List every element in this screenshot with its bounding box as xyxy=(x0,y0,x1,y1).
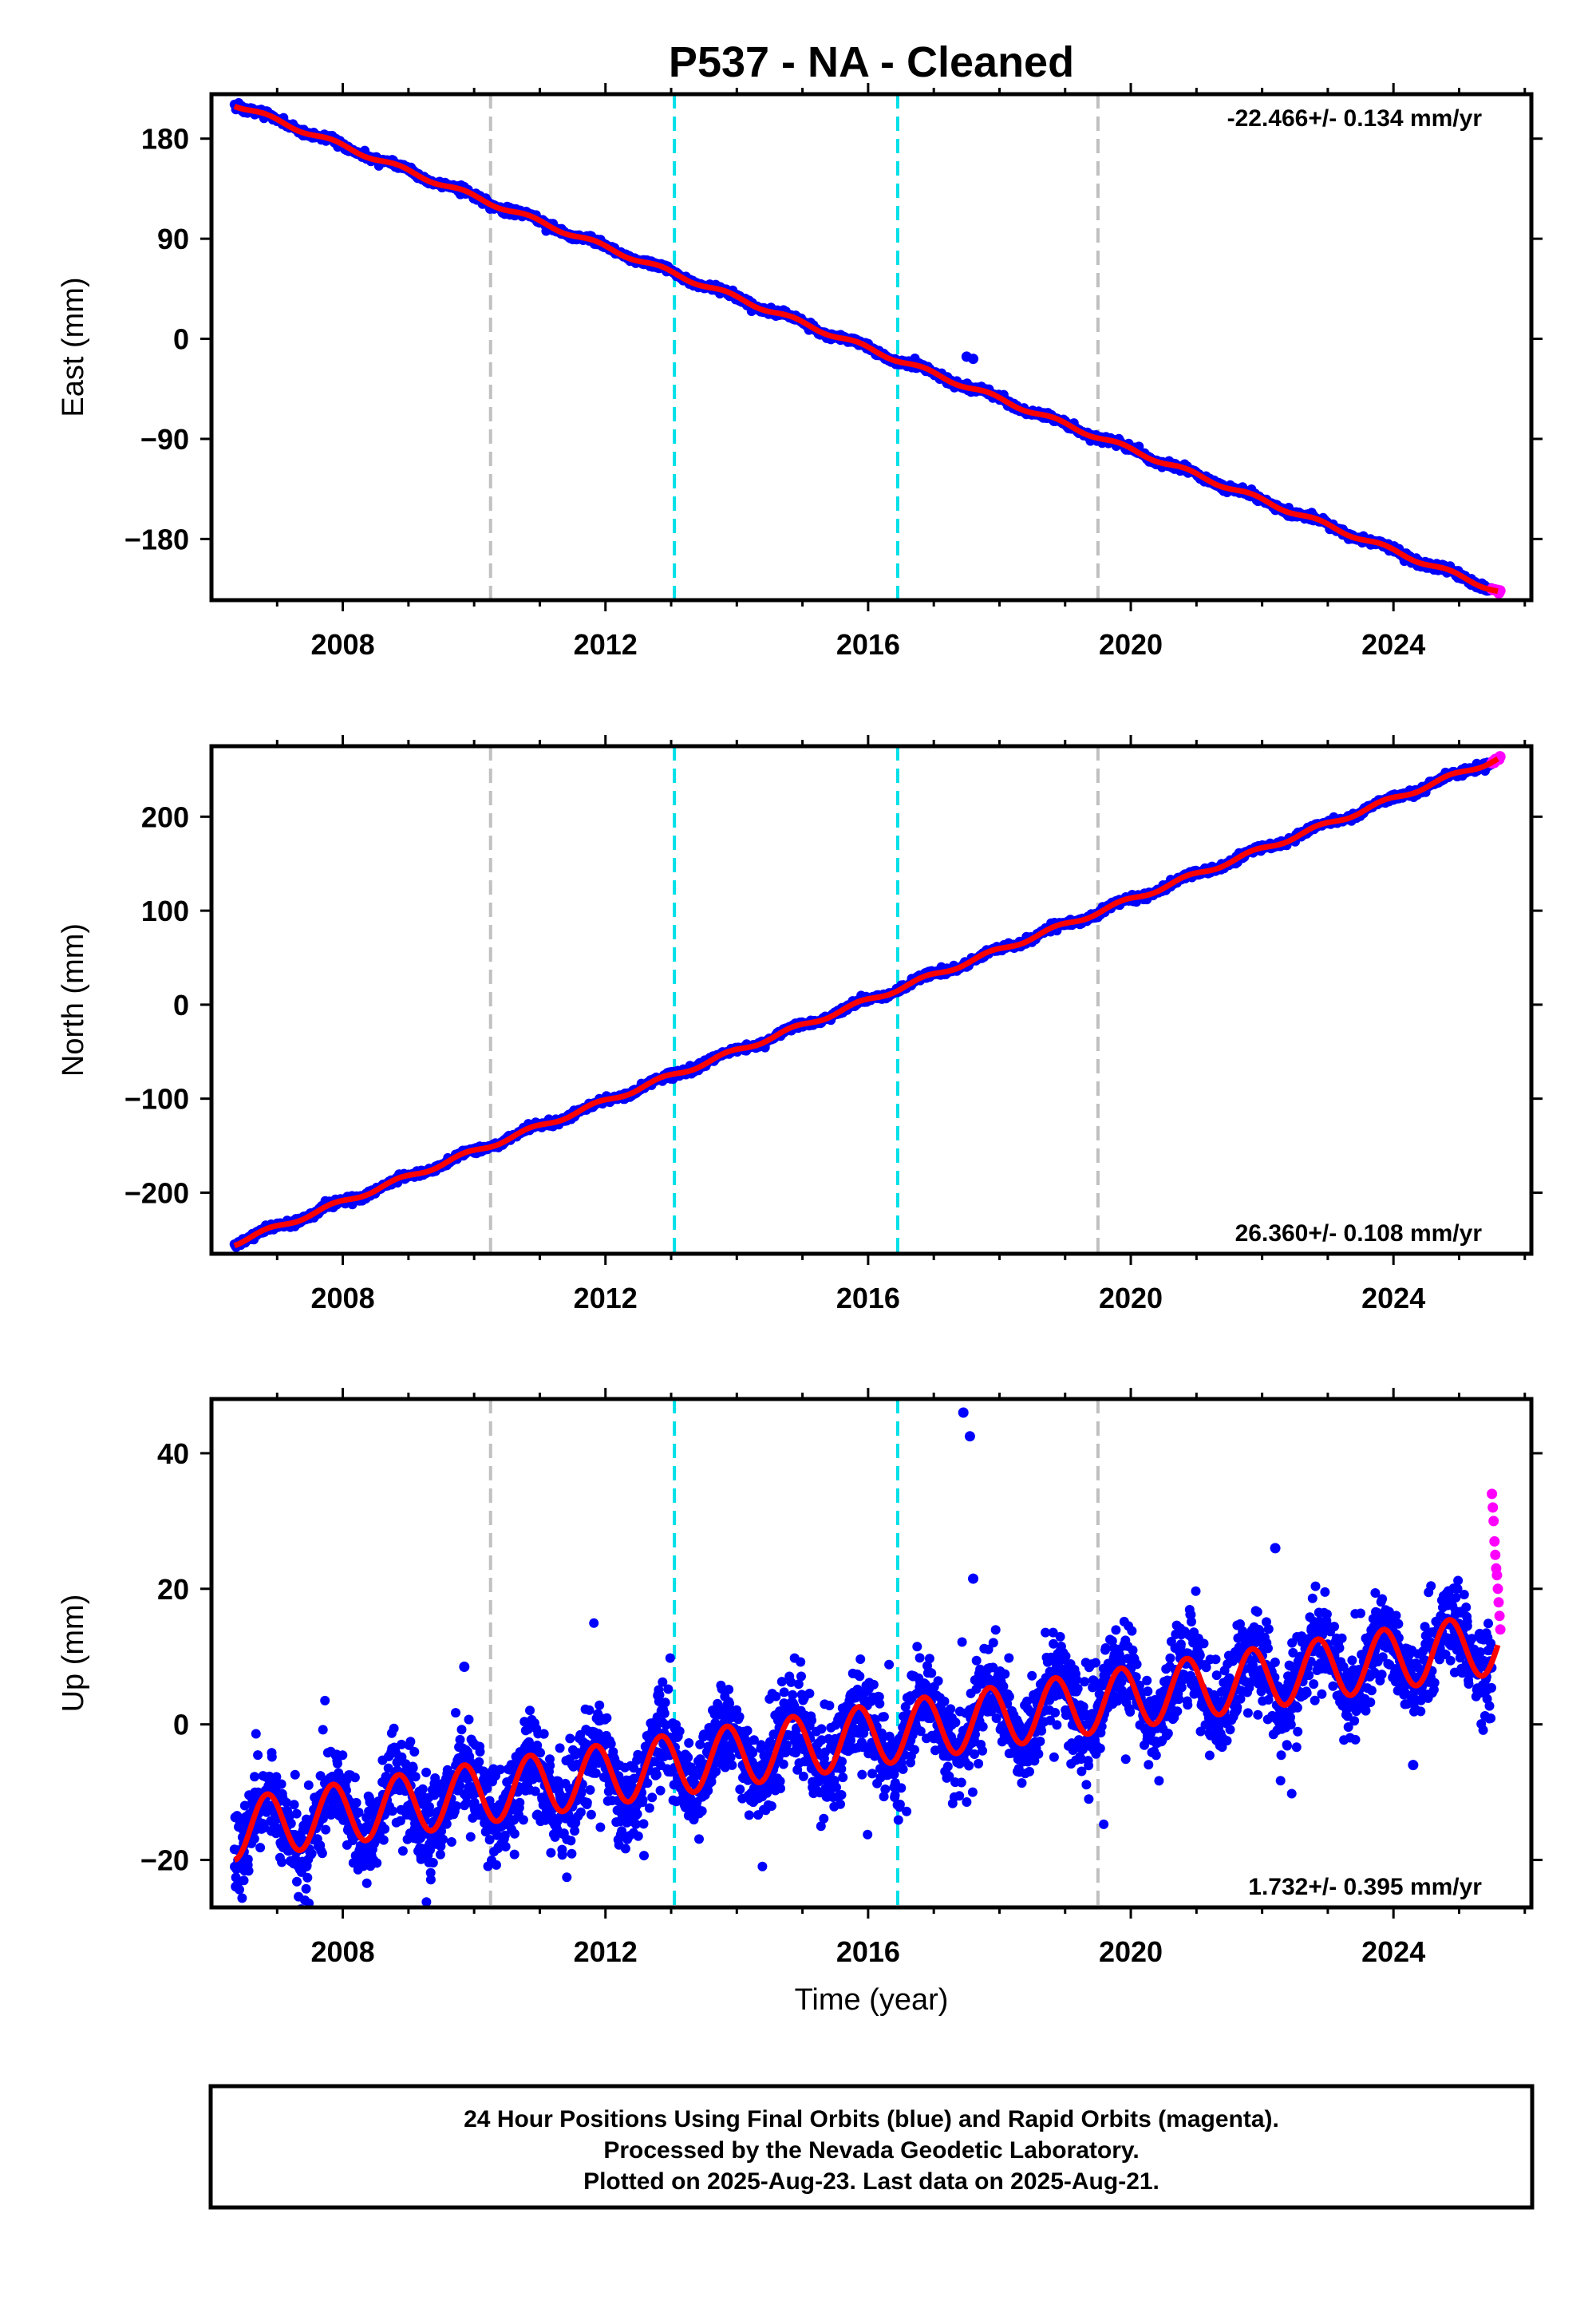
data-point xyxy=(317,1848,327,1859)
data-point xyxy=(350,1773,360,1783)
y-tick-label: 0 xyxy=(173,323,189,356)
x-tick-label: 2020 xyxy=(1099,628,1163,661)
data-point xyxy=(405,1737,416,1747)
data-point xyxy=(320,1695,330,1705)
y-axis-label: East (mm) xyxy=(57,277,90,417)
data-point xyxy=(356,1978,365,1987)
data-point xyxy=(338,1750,348,1761)
y-tick-label: −200 xyxy=(124,1176,189,1209)
data-point xyxy=(276,1779,286,1789)
y-tick-label: 90 xyxy=(157,223,189,255)
data-point xyxy=(302,1872,313,1883)
data-point xyxy=(372,1858,382,1868)
data-point xyxy=(277,1857,287,1867)
data-point xyxy=(397,1846,408,1856)
plot-title: P537 - NA - Cleaned xyxy=(669,38,1074,86)
velocity-label: 26.360+/- 0.108 mm/yr xyxy=(1235,1220,1483,1247)
x-tick-label: 2012 xyxy=(574,628,638,661)
data-point xyxy=(378,1835,389,1845)
data-point xyxy=(292,1876,302,1887)
velocity-label: -22.466+/- 0.134 mm/yr xyxy=(1227,105,1483,132)
data-point xyxy=(408,1763,418,1773)
plot-area xyxy=(229,94,1506,600)
data-point xyxy=(250,1772,259,1782)
data-point xyxy=(387,1806,397,1816)
east-panel: 2008 2012 2016 2020 2024 180 90 0 −90 −180 East (m… xyxy=(57,83,1543,661)
x-tick-label: 2008 xyxy=(311,628,375,661)
data-point xyxy=(239,1875,249,1886)
data-point xyxy=(389,1723,399,1733)
data-point xyxy=(243,1866,254,1876)
data-point xyxy=(255,1843,266,1853)
data-point xyxy=(410,1772,421,1782)
data-point xyxy=(428,1858,438,1867)
y-axis: 180 90 0 −90 −180 xyxy=(124,123,1543,555)
y-tick-label: −100 xyxy=(124,1083,189,1116)
data-point xyxy=(321,1824,331,1835)
y-tick-label: −90 xyxy=(140,423,189,456)
data-point xyxy=(303,1780,314,1790)
north-panel: 2008 2012 2016 2020 2024 200 100 0 −100 −200 North… xyxy=(57,735,1543,1314)
x-tick-label: 2016 xyxy=(836,1282,900,1314)
y-axis: 200 100 0 −100 −200 xyxy=(124,800,1543,1209)
data-point xyxy=(421,1767,432,1777)
data-point xyxy=(251,1729,261,1739)
outlier-point xyxy=(968,354,979,365)
y-tick-label: −180 xyxy=(124,523,189,555)
data-point xyxy=(243,1854,253,1864)
x-axis: 2008 2012 2016 2020 2024 xyxy=(275,83,1527,661)
model-curve xyxy=(232,104,1499,595)
y-tick-label: 180 xyxy=(141,123,189,156)
data-point xyxy=(289,1800,299,1810)
data-point xyxy=(351,1797,361,1808)
x-tick-label: 2024 xyxy=(1361,1282,1425,1314)
data-point xyxy=(290,1769,300,1780)
y-tick-label: 200 xyxy=(141,800,189,833)
data-point xyxy=(306,1848,317,1859)
y-tick-label: 100 xyxy=(141,895,189,927)
data-point xyxy=(237,1893,247,1903)
y-tick-label: 0 xyxy=(173,989,189,1022)
data-point xyxy=(235,1884,244,1895)
data-point xyxy=(425,1875,436,1885)
data-point xyxy=(301,1883,311,1894)
plot-area xyxy=(229,746,1506,1254)
data-point xyxy=(267,1752,277,1762)
data-point xyxy=(332,1758,342,1769)
x-tick-label: 2016 xyxy=(836,628,900,661)
data-point xyxy=(291,1808,302,1819)
final-orbit-points xyxy=(229,1407,1497,1987)
x-tick-label: 2008 xyxy=(311,1282,375,1314)
y-axis-label: North (mm) xyxy=(57,923,90,1077)
data-point xyxy=(253,1750,263,1761)
data-point xyxy=(380,1824,390,1834)
x-tick-label: 2012 xyxy=(574,1282,638,1314)
x-tick-label: 2020 xyxy=(1099,1282,1163,1314)
data-point xyxy=(361,1878,372,1888)
data-point xyxy=(318,1725,328,1735)
data-point xyxy=(409,1747,420,1757)
panel-frame xyxy=(209,92,1534,603)
x-tick-label: 2024 xyxy=(1361,628,1425,661)
